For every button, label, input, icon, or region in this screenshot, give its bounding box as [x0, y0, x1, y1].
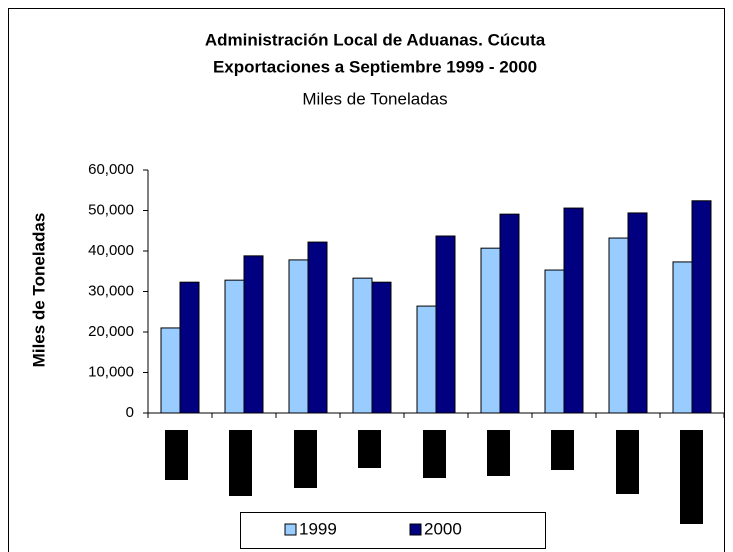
- bar: [288, 259, 309, 414]
- bar: [243, 255, 264, 414]
- redaction: [487, 430, 510, 476]
- y-tick-label: 40,000: [88, 242, 134, 259]
- legend-swatch: [284, 523, 297, 536]
- legend-label: 1999: [299, 519, 337, 538]
- bar: [352, 277, 373, 414]
- bar: [691, 200, 712, 414]
- chart-title: Administración Local de Aduanas. Cúcuta: [205, 30, 546, 49]
- chart-subtitle: Miles de Toneladas: [302, 89, 447, 108]
- bar: [435, 235, 456, 414]
- y-axis-label: Miles de Toneladas: [29, 213, 48, 368]
- y-tick-label: 10,000: [88, 363, 134, 380]
- redacted-labels: [165, 430, 703, 524]
- bar: [224, 279, 245, 414]
- redaction: [423, 430, 446, 478]
- y-tick-label: 60,000: [88, 161, 134, 178]
- bar: [179, 281, 200, 414]
- y-tick-label: 30,000: [88, 282, 134, 299]
- bar: [371, 281, 392, 414]
- y-tick-label: 50,000: [88, 201, 134, 218]
- bar: [608, 237, 629, 414]
- redaction: [294, 430, 317, 488]
- redaction: [229, 430, 252, 496]
- bar: [563, 207, 584, 414]
- legend-swatch: [409, 523, 422, 536]
- bar: [499, 213, 520, 414]
- redaction: [616, 430, 639, 494]
- redaction: [165, 430, 188, 480]
- redaction: [551, 430, 574, 470]
- bar: [416, 305, 437, 414]
- redaction: [680, 430, 703, 524]
- legend-label: 2000: [424, 519, 462, 538]
- bar: [480, 247, 501, 414]
- y-tick-label: 20,000: [88, 323, 134, 340]
- redaction: [358, 430, 381, 468]
- chart-subtitle-bold: Exportaciones a Septiembre 1999 - 2000: [213, 57, 537, 76]
- bar: [160, 327, 181, 414]
- bar: [627, 212, 648, 414]
- bar: [544, 269, 565, 414]
- bar: [307, 241, 328, 414]
- y-tick-label: 0: [126, 404, 134, 421]
- bar: [672, 261, 693, 414]
